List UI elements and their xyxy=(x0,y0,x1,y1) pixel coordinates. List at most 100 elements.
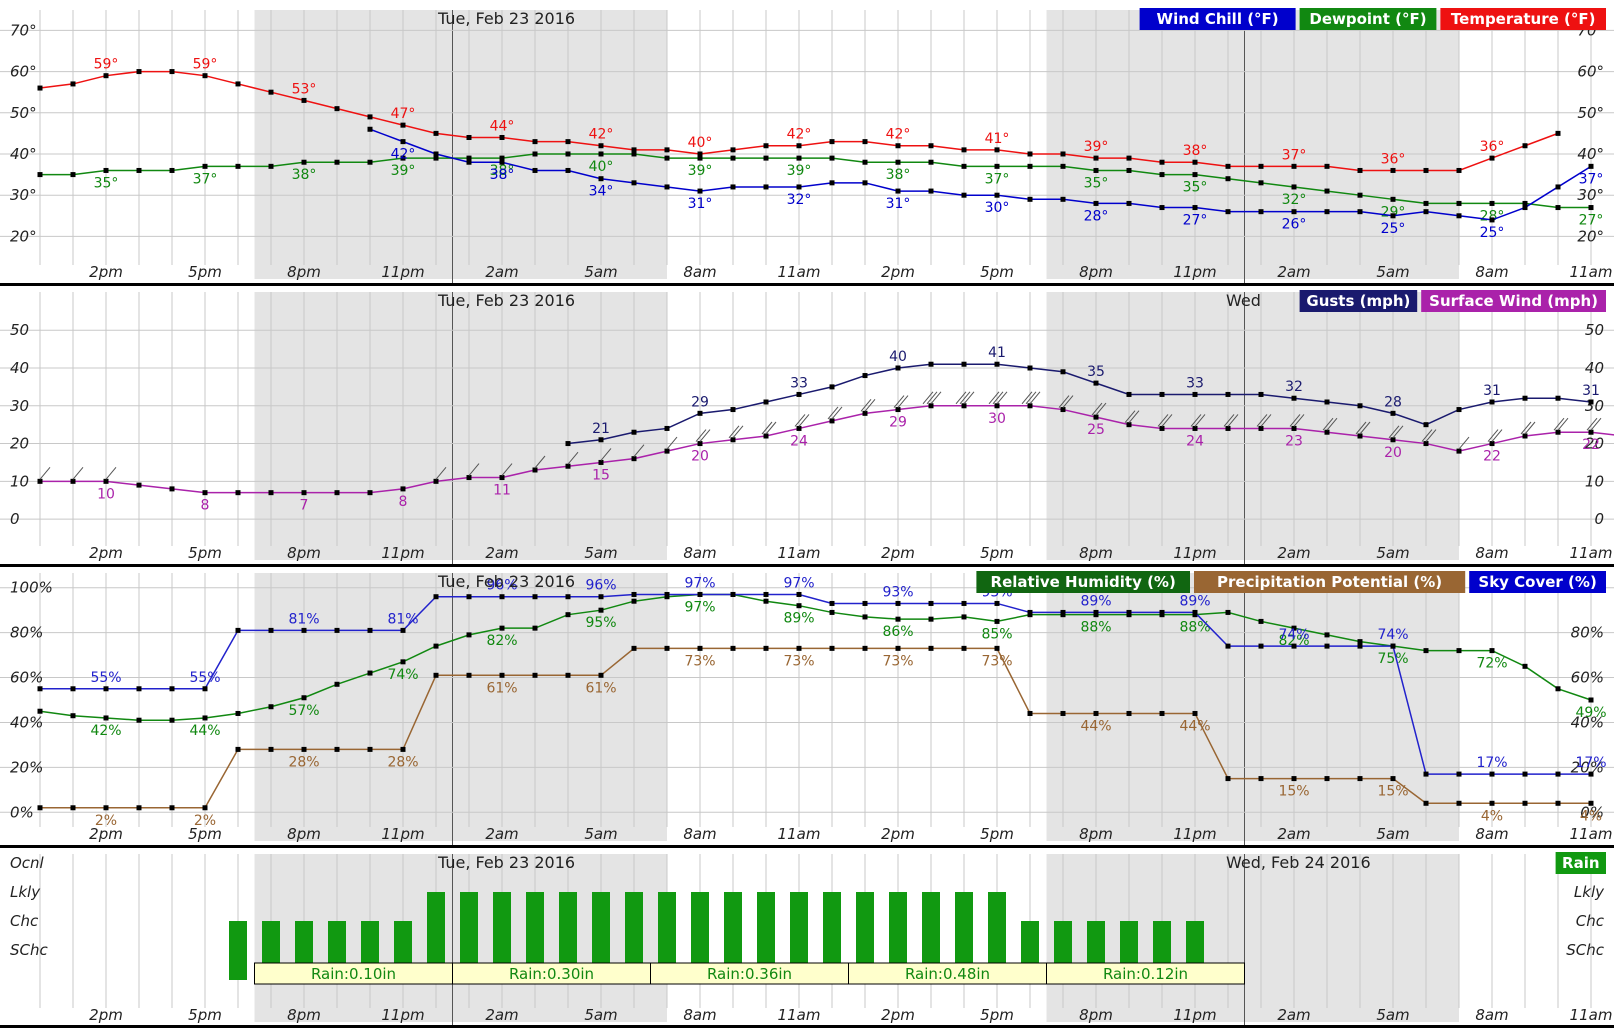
data-label: 21 xyxy=(592,421,610,437)
wind-barb xyxy=(501,463,513,476)
data-point xyxy=(697,188,703,194)
data-point xyxy=(763,399,769,405)
data-point xyxy=(1093,380,1099,386)
data-point xyxy=(1324,632,1330,638)
rain-bar xyxy=(757,892,775,980)
data-point xyxy=(1126,422,1132,428)
x-tick-label: 5am xyxy=(584,544,617,562)
data-point xyxy=(1522,143,1528,149)
data-point xyxy=(928,188,934,194)
data-point xyxy=(1390,213,1396,219)
y-tick-label-right: 50° xyxy=(1577,104,1604,122)
wind-barb xyxy=(600,448,612,461)
data-label: 88% xyxy=(1179,620,1210,636)
data-label: 42% xyxy=(90,723,121,739)
data-point xyxy=(1159,159,1165,165)
y-tick-label-right: 20 xyxy=(1585,435,1604,453)
data-point xyxy=(499,625,505,631)
data-point xyxy=(202,490,208,496)
wind-barb xyxy=(893,395,905,408)
rain-bar xyxy=(790,892,808,980)
rain-bar xyxy=(526,892,544,980)
wind-barb xyxy=(1458,436,1470,450)
data-label: 28 xyxy=(1384,394,1402,410)
data-point xyxy=(928,159,934,165)
data-point xyxy=(1093,155,1099,161)
y-tick-label: 40% xyxy=(10,713,43,731)
x-tick-label: 2pm xyxy=(881,1006,915,1024)
data-label: 93% xyxy=(882,584,913,600)
temperature-panel-date: Tue, Feb 23 2016 xyxy=(437,9,575,28)
data-point xyxy=(334,627,340,633)
data-label: 27° xyxy=(1579,213,1604,229)
wind-barb xyxy=(728,425,740,439)
y-tick-label-right: 20% xyxy=(1571,758,1604,776)
wind-barb xyxy=(1586,417,1598,431)
wind-barb xyxy=(1322,417,1334,431)
x-tick-label: 8am xyxy=(683,825,716,843)
wind-barb xyxy=(996,391,1008,405)
data-point xyxy=(1324,163,1330,169)
data-point xyxy=(763,155,769,161)
x-tick-label: 8pm xyxy=(1079,1006,1113,1024)
data-label: 23 xyxy=(1285,433,1303,449)
wind-barb xyxy=(1557,417,1569,431)
data-label: 36° xyxy=(1480,139,1505,155)
data-point xyxy=(202,163,208,169)
data-point xyxy=(763,184,769,190)
data-point xyxy=(70,805,76,811)
data-point xyxy=(598,151,604,157)
data-point xyxy=(466,632,472,638)
wind-barb xyxy=(633,444,645,457)
data-point xyxy=(994,618,1000,624)
data-point xyxy=(697,410,703,416)
data-point xyxy=(136,686,142,692)
y-tick-label: 50 xyxy=(10,321,29,339)
wind-barb xyxy=(1491,429,1503,442)
data-point xyxy=(1126,609,1132,615)
data-point xyxy=(1258,776,1264,782)
legend-label: Sky Cover (%) xyxy=(1478,573,1596,591)
wind-barb xyxy=(732,425,744,439)
data-label: 35° xyxy=(1183,180,1208,196)
weather-panel-date-2: Wed, Feb 24 2016 xyxy=(1226,853,1371,872)
data-point xyxy=(730,147,736,153)
x-tick-label: 11am xyxy=(778,1006,821,1024)
data-label: 4% xyxy=(1580,808,1602,824)
data-point xyxy=(1522,433,1528,439)
y-tick-label: 40 xyxy=(10,359,29,377)
data-label: 8 xyxy=(201,498,210,514)
data-point xyxy=(301,746,307,752)
data-label: 35° xyxy=(94,175,119,191)
data-label: 25° xyxy=(1480,225,1505,241)
data-point xyxy=(1060,196,1066,202)
data-point xyxy=(928,361,934,367)
data-point xyxy=(37,686,43,692)
data-label: 34° xyxy=(589,184,614,200)
data-point xyxy=(136,482,142,488)
data-label: 7 xyxy=(300,498,309,514)
y-tick-label-right: 40% xyxy=(1571,713,1604,731)
data-point xyxy=(1093,167,1099,173)
data-point xyxy=(37,708,43,714)
data-point xyxy=(928,645,934,651)
data-point xyxy=(301,627,307,633)
data-label: 25° xyxy=(1381,221,1406,237)
data-point xyxy=(1357,643,1363,649)
data-point xyxy=(1258,425,1264,431)
data-label: 44% xyxy=(1080,718,1111,734)
data-label: 38° xyxy=(1183,143,1208,159)
wind-barb xyxy=(1388,425,1400,439)
wind-barb xyxy=(695,429,707,442)
data-point xyxy=(367,746,373,752)
data-point xyxy=(961,361,967,367)
data-point xyxy=(235,746,241,752)
data-point xyxy=(1390,776,1396,782)
x-tick-label: 11am xyxy=(778,544,821,562)
y-tick-label: 80% xyxy=(10,624,43,642)
data-point xyxy=(499,672,505,678)
data-point xyxy=(268,746,274,752)
data-point xyxy=(1489,800,1495,806)
data-point xyxy=(928,616,934,622)
legend-box xyxy=(976,571,1190,593)
